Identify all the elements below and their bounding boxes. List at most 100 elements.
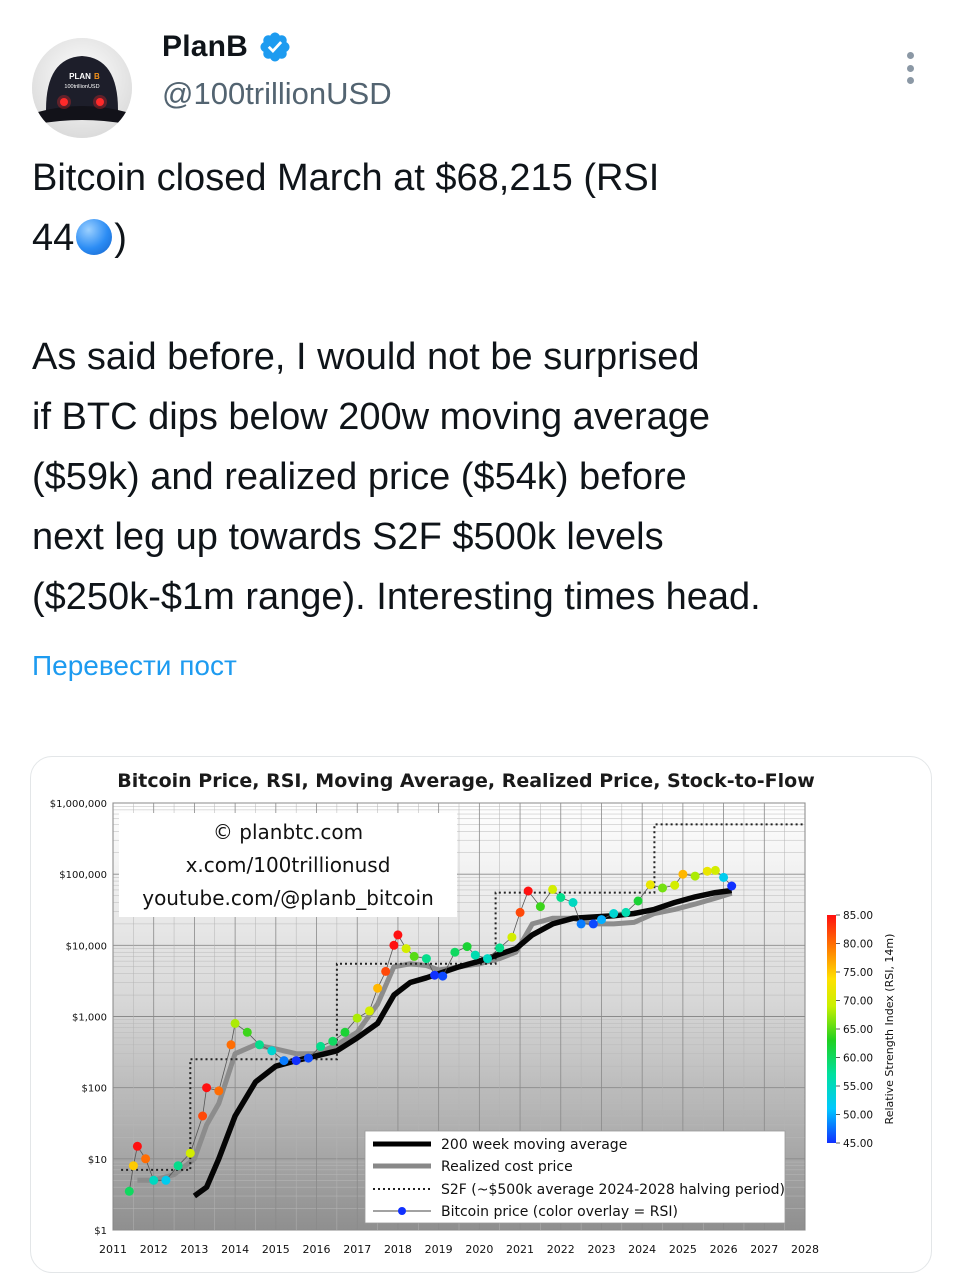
legend-label-realized: Realized cost price xyxy=(441,1159,573,1175)
price-point xyxy=(507,932,517,942)
tweet-para-line: ($59k) and realized price ($54k) before xyxy=(32,456,687,498)
price-point xyxy=(230,1018,240,1028)
y-tick-label: $100,000 xyxy=(59,870,107,881)
price-point xyxy=(515,907,525,917)
x-tick-label: 2020 xyxy=(465,1243,493,1256)
price-point xyxy=(438,971,448,981)
x-tick-label: 2018 xyxy=(384,1243,412,1256)
y-tick-label: $100 xyxy=(82,1084,107,1095)
avatar-text-handle: 100trillionUSD xyxy=(64,84,99,90)
watermark-box: © planbtc.com x.com/100trillionusd youtu… xyxy=(119,813,457,917)
colorbar-tick-label: 75.00 xyxy=(843,967,873,979)
x-tick-label: 2019 xyxy=(425,1243,453,1256)
x-tick-label: 2024 xyxy=(628,1243,656,1256)
price-point xyxy=(393,930,403,940)
price-point xyxy=(576,919,586,929)
price-point xyxy=(523,886,533,896)
price-point xyxy=(462,942,472,952)
colorbar-tick-label: 85.00 xyxy=(843,910,873,922)
colorbar-tick-label: 80.00 xyxy=(843,939,873,951)
price-point xyxy=(430,970,440,980)
author-handle[interactable]: @100trillionUSD xyxy=(162,76,392,111)
colorbar-tick-label: 60.00 xyxy=(843,1053,873,1065)
price-point xyxy=(255,1040,264,1050)
y-tick-label: $10,000 xyxy=(66,941,107,952)
price-point xyxy=(242,1027,252,1037)
legend-dot-price xyxy=(398,1207,406,1215)
legend-label-s2f: S2F (~$500k average 2024-2028 halving pe… xyxy=(441,1182,785,1198)
author-name[interactable]: PlanB xyxy=(162,30,249,63)
avatar[interactable]: PLAN B 100trillionUSD xyxy=(32,38,132,138)
x-tick-label: 2011 xyxy=(99,1243,127,1256)
price-point xyxy=(645,880,655,890)
price-point xyxy=(352,1013,362,1023)
y-tick-label: $1 xyxy=(94,1226,107,1237)
price-point xyxy=(141,1154,151,1164)
price-point xyxy=(124,1186,134,1196)
translate-post-link[interactable]: Перевести пост xyxy=(32,650,237,681)
y-tick-label: $10 xyxy=(88,1155,107,1166)
price-point xyxy=(409,951,419,961)
author-name-row[interactable]: PlanB xyxy=(162,30,292,64)
avatar-cap-image: PLAN B 100trillionUSD xyxy=(32,38,132,138)
colorbar-tick-label: 55.00 xyxy=(843,1081,873,1093)
price-point xyxy=(226,1040,236,1050)
price-point xyxy=(450,947,460,957)
series-lines xyxy=(121,823,805,1199)
colorbar-tick-label: 45.00 xyxy=(843,1138,873,1150)
y-axis-ticks: $1 $10 $100 $1,000 $10,000 $100,000 $1,000,000 xyxy=(50,799,107,1237)
more-dot xyxy=(906,77,914,84)
series-line-solid-gray-thick xyxy=(137,890,733,1183)
price-point xyxy=(495,943,505,953)
more-dot xyxy=(906,64,914,72)
x-tick-label: 2016 xyxy=(303,1243,331,1256)
price-point xyxy=(421,954,431,964)
price-point xyxy=(621,907,631,917)
price-point xyxy=(149,1175,159,1185)
colorbar-tick-label: 50.00 xyxy=(843,1110,873,1122)
price-point xyxy=(389,940,399,950)
price-point xyxy=(214,1086,224,1096)
x-tick-label: 2022 xyxy=(547,1243,575,1256)
tweet-para-line: ($250k-$1m range). Interesting times hea… xyxy=(32,576,761,618)
y-tick-label: $1,000,000 xyxy=(50,799,107,810)
price-point xyxy=(185,1148,195,1158)
svg-text:B: B xyxy=(94,72,100,81)
price-point xyxy=(198,1111,208,1121)
price-point xyxy=(128,1161,138,1171)
price-point xyxy=(702,866,712,876)
series-line-solid-black-thick xyxy=(192,887,733,1199)
media-card[interactable]: Bitcoin Price, RSI, Moving Average, Real… xyxy=(30,756,932,1273)
x-tick-label: 2027 xyxy=(750,1243,778,1256)
x-tick-label: 2025 xyxy=(669,1243,697,1256)
price-point xyxy=(173,1161,183,1171)
price-point xyxy=(548,884,558,894)
watermark-line-2: x.com/100trillionusd xyxy=(186,853,391,877)
price-point xyxy=(373,983,383,993)
price-point xyxy=(132,1141,142,1151)
more-options-icon[interactable] xyxy=(896,48,924,88)
price-dots xyxy=(124,865,737,1196)
price-point xyxy=(161,1175,171,1185)
x-tick-label: 2013 xyxy=(180,1243,208,1256)
x-tick-label: 2026 xyxy=(710,1243,738,1256)
price-point xyxy=(588,919,598,929)
price-point xyxy=(279,1056,289,1066)
price-point xyxy=(328,1036,338,1046)
price-point xyxy=(364,1006,374,1016)
watermark-line-3: youtube.com/@planb_bitcoin xyxy=(142,886,434,910)
price-point xyxy=(401,944,411,954)
tweet-line-2: 44) xyxy=(32,208,127,268)
closing-paren: ) xyxy=(114,217,127,259)
rsi-value: 44 xyxy=(32,217,75,259)
price-point xyxy=(568,898,578,907)
tweet-para-line: if BTC dips below 200w moving average xyxy=(32,396,711,438)
x-tick-label: 2015 xyxy=(262,1243,290,1256)
more-dot xyxy=(906,52,914,59)
tweet-para-line: As said before, I would not be surprised xyxy=(32,336,700,378)
price-point xyxy=(658,883,667,893)
price-point xyxy=(556,893,566,902)
price-point xyxy=(710,865,720,875)
colorbar-tick-label: 65.00 xyxy=(843,1024,873,1036)
blue-circle-emoji-icon xyxy=(76,219,113,255)
